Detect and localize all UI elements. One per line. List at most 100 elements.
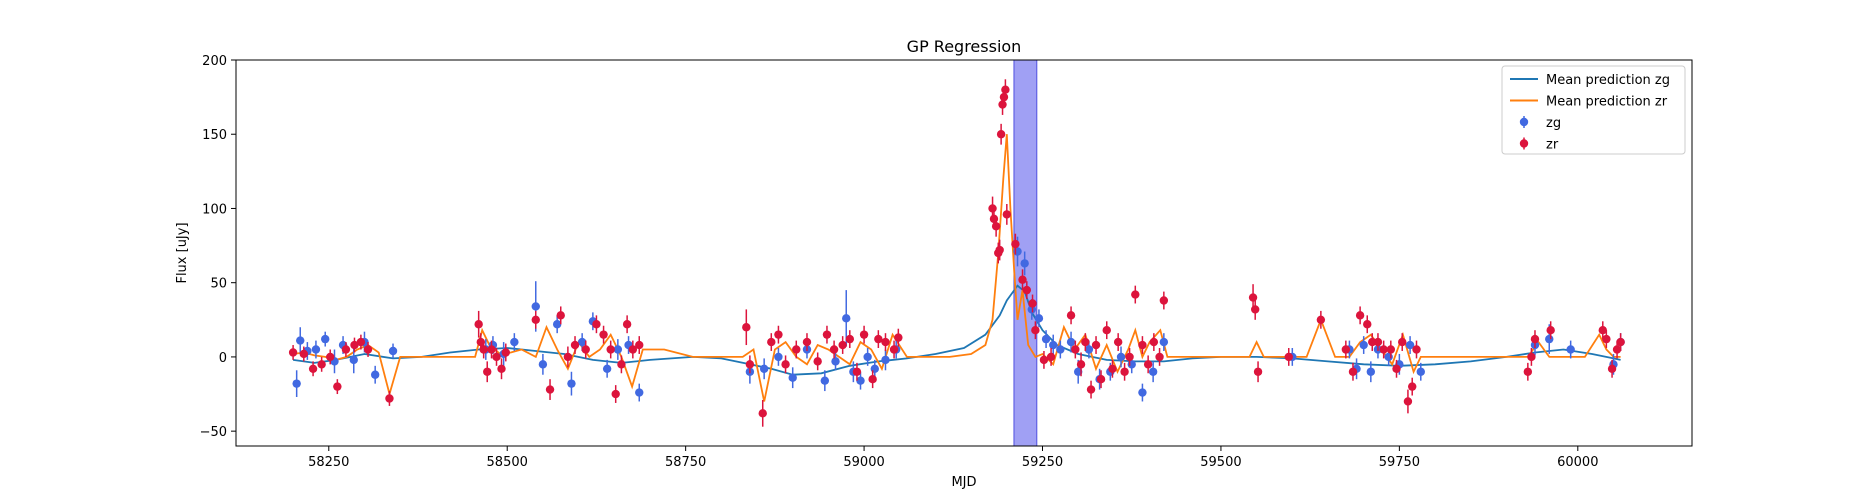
data-point — [1248, 293, 1258, 302]
legend-box — [1501, 65, 1686, 155]
data-point — [592, 320, 601, 329]
data-point — [1013, 247, 1022, 256]
data-point — [881, 355, 890, 365]
data-point — [1076, 360, 1086, 369]
data-point — [1002, 210, 1012, 219]
data-point — [1384, 352, 1393, 362]
series-points-zr — [288, 79, 1625, 427]
x-tick-label: 59000 — [843, 455, 884, 470]
data-point — [531, 315, 540, 325]
data-point — [1612, 345, 1622, 354]
data-point — [292, 379, 301, 388]
data-point — [870, 364, 879, 373]
data-point — [628, 345, 638, 354]
data-point — [774, 352, 783, 362]
data-point — [1316, 315, 1326, 325]
data-point — [758, 409, 767, 418]
data-point — [531, 302, 540, 311]
data-point — [781, 360, 790, 369]
data-point — [321, 334, 330, 344]
data-point — [492, 352, 501, 362]
data-point — [1155, 352, 1164, 362]
data-point — [1598, 326, 1607, 335]
x-axis-ticks: 58250 58500 58750 59000 59250 59500 59750 60000 — [308, 446, 1598, 470]
data-point — [1530, 334, 1540, 344]
chart-title: GP Regression — [907, 37, 1022, 56]
data-point — [545, 385, 555, 394]
data-point — [742, 323, 751, 332]
data-point — [996, 130, 1006, 139]
data-point — [820, 376, 830, 385]
data-point — [474, 320, 483, 329]
data-point — [1159, 296, 1169, 305]
data-point — [856, 376, 865, 385]
data-point — [479, 345, 488, 354]
data-point — [635, 388, 644, 397]
data-point — [889, 345, 899, 354]
y-tick-label: 0 — [219, 351, 227, 366]
data-point — [894, 333, 903, 342]
x-tick-label: 58500 — [487, 455, 528, 470]
data-point — [1066, 311, 1076, 320]
x-axis-label: MJD — [951, 475, 976, 490]
data-point — [859, 330, 869, 339]
data-point — [1071, 345, 1080, 354]
x-tick-label: 58250 — [308, 455, 349, 470]
data-point — [1113, 337, 1123, 347]
data-point — [1392, 364, 1401, 373]
data-point — [1018, 275, 1027, 284]
data-point — [1355, 311, 1365, 320]
data-point — [622, 320, 632, 329]
data-point — [1138, 340, 1147, 350]
x-tick-label: 59250 — [1022, 455, 1063, 470]
data-point — [1149, 337, 1159, 347]
data-point — [602, 364, 612, 373]
data-point — [1416, 367, 1425, 376]
data-point — [802, 337, 812, 347]
data-point — [606, 345, 615, 354]
data-point — [991, 222, 1001, 231]
data-point — [829, 345, 839, 354]
y-tick-label: 200 — [202, 54, 227, 69]
data-point — [881, 337, 890, 347]
data-point — [341, 345, 351, 354]
data-point — [349, 355, 358, 365]
data-point — [1049, 340, 1058, 350]
data-point — [635, 340, 644, 350]
data-point — [1091, 340, 1101, 350]
data-point — [611, 389, 620, 399]
y-tick-label: 150 — [202, 128, 227, 143]
data-point — [311, 345, 321, 354]
data-point — [1405, 340, 1415, 350]
series-layer — [288, 79, 1625, 427]
data-point — [1545, 334, 1554, 344]
data-point — [998, 100, 1007, 109]
data-point — [1127, 360, 1136, 369]
legend-entry-label: zg — [1546, 116, 1561, 131]
data-point — [988, 204, 997, 213]
data-point — [567, 379, 576, 388]
data-point — [1284, 352, 1293, 362]
data-point — [1373, 337, 1383, 347]
y-tick-label: −50 — [200, 425, 227, 440]
data-point — [868, 374, 877, 384]
data-point — [563, 352, 573, 362]
data-point — [476, 337, 486, 347]
data-point — [370, 370, 380, 379]
data-point — [995, 245, 1004, 255]
data-point — [317, 360, 326, 369]
data-point — [1046, 352, 1056, 362]
data-point — [1131, 290, 1140, 299]
data-point — [767, 337, 776, 347]
data-point — [1523, 367, 1533, 376]
data-point — [1359, 340, 1368, 350]
data-point — [759, 364, 769, 373]
data-point — [1116, 352, 1126, 362]
data-point — [1096, 374, 1106, 384]
y-tick-label: 50 — [210, 277, 227, 292]
data-point — [813, 357, 822, 366]
legend-marker-swatch — [1519, 117, 1529, 127]
data-point — [845, 334, 855, 344]
data-point — [1011, 239, 1020, 249]
